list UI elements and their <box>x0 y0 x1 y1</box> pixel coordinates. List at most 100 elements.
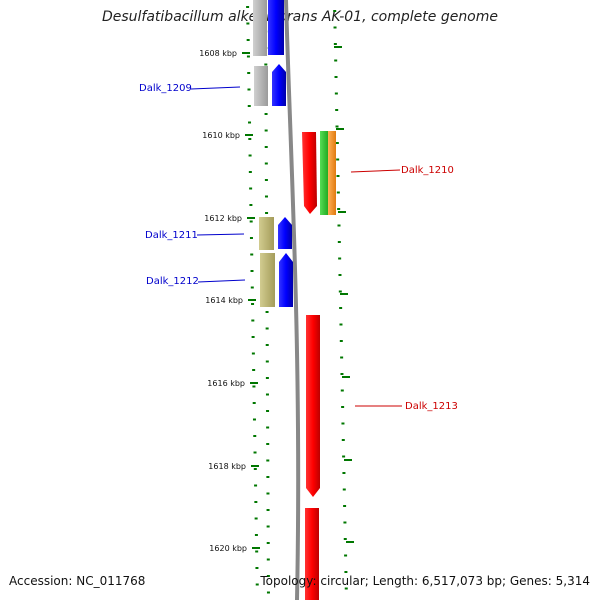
gene-label-dalk-1211[interactable]: Dalk_1211 <box>145 230 198 241</box>
tick-mark <box>341 422 345 425</box>
tick-mark <box>249 204 253 206</box>
map-title: Desulfatibacillum alkenivorans AK-01, co… <box>101 9 499 25</box>
tick-mark <box>337 208 341 210</box>
tick-mark <box>264 162 268 165</box>
tick-mark <box>266 410 270 412</box>
tick-mark <box>265 360 269 363</box>
tick-mark <box>254 501 258 503</box>
major-tick <box>247 217 255 219</box>
major-tick <box>338 211 346 213</box>
tick-mark <box>246 55 250 58</box>
callout-line <box>196 233 245 236</box>
tick-mark <box>265 344 269 346</box>
tick-mark <box>266 443 270 445</box>
tick-mark <box>246 22 250 25</box>
tick-mark <box>336 158 340 161</box>
tick-mark <box>266 525 270 528</box>
gene-callouts: Dalk_1209 Dalk_1210 Dalk_1211 Dalk_1212 … <box>139 83 458 412</box>
tick-mark <box>252 402 256 404</box>
callout-line <box>190 86 241 90</box>
tick-mark <box>339 307 343 309</box>
tick-mark <box>338 274 342 276</box>
tick-mark <box>252 418 256 421</box>
tick-mark <box>248 121 252 124</box>
tick-mark <box>250 253 254 256</box>
tick-mark <box>266 542 270 544</box>
tick-mark <box>339 340 343 342</box>
gene-feature-dalk-1211[interactable] <box>278 217 292 249</box>
tick-mark <box>248 154 252 157</box>
tick-mark <box>264 129 268 132</box>
tick-mark <box>249 187 253 190</box>
ruler-label: 1614 kbp <box>205 296 243 305</box>
gene-label-dalk-1213[interactable]: Dalk_1213 <box>405 401 458 412</box>
ruler-label: 1618 kbp <box>208 462 246 471</box>
tick-mark <box>341 439 345 441</box>
tick-mark <box>333 43 337 45</box>
tick-mark <box>249 220 253 223</box>
tick-mark <box>344 571 348 573</box>
tick-mark <box>250 286 254 289</box>
tick-mark <box>341 406 345 408</box>
tick-mark <box>337 241 341 243</box>
tick-mark <box>246 6 250 8</box>
genome-summary: Topology: circular; Length: 6,517,073 bp… <box>260 574 590 588</box>
tick-mark <box>342 455 346 458</box>
tick-mark <box>255 550 259 553</box>
gene-feature-dalk-1209[interactable] <box>272 64 286 106</box>
tick-mark <box>265 311 269 313</box>
gene-feature-dalk-1210[interactable] <box>302 132 317 214</box>
tick-mark <box>343 505 347 507</box>
gene-feature-blue[interactable] <box>268 0 284 55</box>
tick-mark <box>344 587 348 590</box>
tick-mark <box>251 319 255 322</box>
tick-mark <box>255 567 259 569</box>
gc-block <box>259 217 274 250</box>
major-tick <box>251 465 259 467</box>
tick-mark <box>336 175 340 177</box>
tick-mark <box>252 369 256 371</box>
tick-mark <box>254 484 258 487</box>
tick-mark <box>264 63 268 66</box>
tick-mark <box>266 509 270 511</box>
tick-mark <box>264 179 268 181</box>
ruler-label: 1610 kbp <box>202 131 240 140</box>
tick-mark <box>340 356 344 359</box>
tick-mark <box>335 109 339 111</box>
tick-mark <box>254 517 258 520</box>
major-tick <box>250 382 258 384</box>
major-tick <box>245 134 253 136</box>
tick-mark <box>337 224 341 227</box>
tick-mark <box>266 459 270 462</box>
ruler-label: 1612 kbp <box>204 214 242 223</box>
major-tick <box>248 299 256 301</box>
tick-mark <box>340 389 344 392</box>
major-tick <box>346 541 354 543</box>
tick-mark <box>249 237 253 239</box>
tick-mark <box>333 26 337 29</box>
major-tick <box>252 547 260 549</box>
gene-feature-red[interactable] <box>305 508 319 600</box>
tick-mark <box>247 105 251 107</box>
major-tick <box>336 128 344 130</box>
genome-backbone <box>284 0 301 600</box>
tick-mark <box>251 352 255 355</box>
gene-label-dalk-1210[interactable]: Dalk_1210 <box>401 165 454 176</box>
tick-mark <box>265 212 269 214</box>
gene-label-dalk-1212[interactable]: Dalk_1212 <box>146 276 199 287</box>
major-tick <box>340 293 348 295</box>
orange-feature <box>328 131 336 215</box>
tick-mark <box>255 583 259 586</box>
tick-mark <box>265 327 269 330</box>
gene-feature-dalk-1212[interactable] <box>279 253 293 307</box>
tick-mark <box>336 191 340 194</box>
ruler-label: 1620 kbp <box>209 544 247 553</box>
ruler-labels: 1608 kbp 1610 kbp 1612 kbp 1614 kbp 1616 kbp… <box>199 46 354 553</box>
tick-mark <box>252 385 256 388</box>
tick-mark <box>334 92 338 95</box>
tick-mark <box>251 336 255 338</box>
gene-feature-dalk-1213[interactable] <box>306 315 320 497</box>
gene-label-dalk-1209[interactable]: Dalk_1209 <box>139 83 192 94</box>
